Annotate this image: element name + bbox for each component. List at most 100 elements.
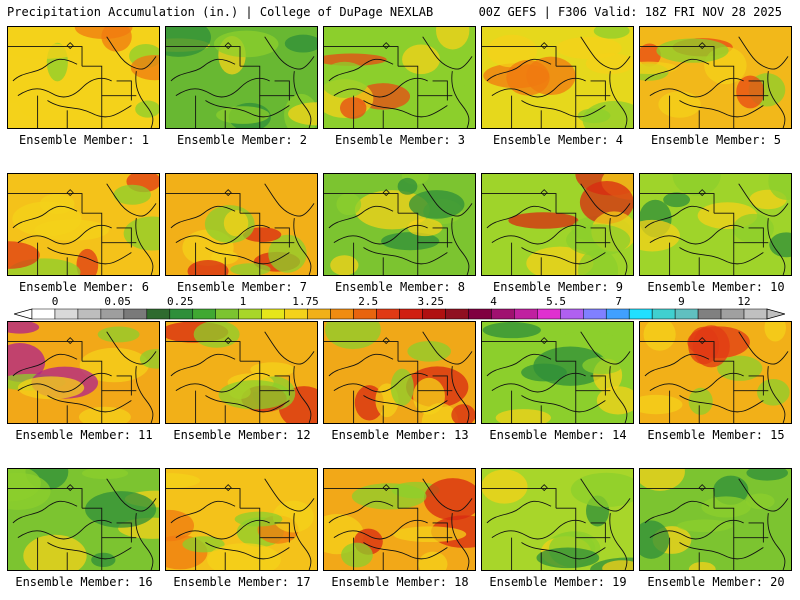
precip-blob — [482, 469, 528, 504]
map-boundary-line — [47, 100, 132, 118]
colorbar-swatch — [77, 308, 102, 320]
precip-blob — [223, 209, 249, 237]
station-marker-icon — [224, 337, 232, 345]
precip-blob — [658, 91, 701, 118]
ensemble-member-map-7 — [165, 173, 318, 276]
precip-blob — [8, 469, 41, 502]
map-boundary-line — [432, 375, 448, 396]
precip-blob — [578, 249, 619, 275]
map-boundary-line — [491, 372, 586, 393]
station-marker-icon — [66, 189, 74, 197]
map-boundary-line — [293, 71, 312, 128]
colorbar-swatch — [284, 308, 308, 320]
map-boundary-line — [82, 212, 137, 244]
map-boundary-line — [714, 212, 769, 244]
precip-blob — [656, 38, 729, 63]
map-boundary-line — [644, 353, 710, 377]
map-boundary-line — [521, 395, 606, 413]
ensemble-member-label: Ensemble Member: 16 — [15, 575, 153, 589]
colorbar-swatch — [743, 308, 768, 320]
precip-field — [8, 322, 159, 423]
map-boundary-line — [47, 395, 132, 413]
map-boundary-line — [116, 375, 132, 396]
map-boundary-line — [422, 36, 473, 70]
map-boundary-line — [240, 360, 295, 392]
ensemble-member-map-20 — [639, 468, 792, 571]
precip-blob — [677, 519, 733, 533]
precip-blob — [745, 493, 775, 510]
precip-blob — [562, 391, 607, 423]
precip-blob — [218, 380, 291, 410]
map-boundary-line — [293, 366, 312, 423]
map-boundary-line — [714, 65, 769, 97]
precip-blob — [324, 322, 381, 350]
precip-blob — [418, 551, 448, 570]
precip-field — [8, 174, 159, 275]
precip-blob — [640, 469, 685, 491]
station-marker-icon — [540, 42, 548, 50]
map-boundary-line — [170, 58, 236, 82]
colorbar-swatch — [31, 308, 56, 320]
precip-blob — [692, 325, 730, 368]
map-boundary-line — [175, 372, 270, 393]
ensemble-member-label: Ensemble Member: 5 — [650, 133, 782, 147]
colorbar-swatch — [674, 308, 699, 320]
map-boundary-line — [432, 522, 448, 543]
precip-field — [166, 473, 315, 570]
colorbar-tick-label: 3.25 — [417, 295, 445, 308]
map-boundary-line — [649, 519, 744, 540]
ensemble-member-label: Ensemble Member: 2 — [176, 133, 308, 147]
map-boundary-line — [590, 522, 606, 543]
ensemble-member-map-16 — [7, 468, 160, 571]
map-boundary-line — [274, 375, 290, 396]
precip-blob — [672, 174, 721, 196]
colorbar-swatch — [100, 308, 125, 320]
colorbar-swatch — [376, 308, 400, 320]
colorbar-swatch — [123, 308, 148, 320]
colorbar-tick-label: 1.75 — [292, 295, 319, 308]
colorbar-swatch — [583, 308, 607, 320]
map-boundary-line — [767, 513, 786, 570]
map-boundary-line — [333, 519, 428, 540]
map-boundary-line — [8, 341, 83, 362]
map-boundary-line — [609, 71, 628, 128]
map-boundary-line — [422, 331, 473, 365]
precip-blob — [402, 44, 440, 75]
colorbar-swatch — [720, 308, 745, 320]
map-boundary-line — [12, 205, 78, 229]
map-boundary-line — [644, 205, 710, 229]
precip-blob — [123, 216, 159, 251]
precip-blob — [640, 219, 680, 252]
map-boundary-line — [580, 36, 631, 70]
map-boundary-line — [640, 341, 715, 362]
colorbar-swatch — [491, 308, 515, 320]
map-boundary-line — [482, 488, 557, 509]
colorbar-tick-label: 1 — [239, 295, 247, 308]
map-boundary-line — [135, 218, 154, 275]
precip-blob — [570, 472, 633, 508]
ensemble-member-label: Ensemble Member: 15 — [647, 428, 785, 442]
map-boundary-line — [491, 77, 586, 98]
map-boundary-line — [398, 360, 453, 392]
ensemble-member-label: Ensemble Member: 11 — [15, 428, 153, 442]
map-boundary-line — [240, 212, 295, 244]
precip-blob — [390, 368, 414, 406]
map-boundary-line — [738, 478, 789, 512]
map-boundary-line — [432, 227, 448, 248]
map-boundary-line — [556, 212, 611, 244]
ensemble-member-map-19 — [481, 468, 634, 571]
map-boundary-line — [328, 500, 394, 524]
map-boundary-line — [748, 227, 764, 248]
precip-field — [324, 174, 473, 275]
colorbar-swatch — [628, 308, 653, 320]
map-boundary-line — [274, 227, 290, 248]
precip-blob — [451, 404, 475, 423]
ensemble-member-map-4 — [481, 26, 634, 129]
map-boundary-line — [116, 522, 132, 543]
map-boundary-line — [8, 488, 83, 509]
map-boundary-line — [12, 500, 78, 524]
precip-field — [482, 322, 633, 423]
ensemble-member-label: Ensemble Member: 1 — [18, 133, 150, 147]
precip-blob — [566, 224, 631, 256]
precip-blob — [663, 192, 691, 208]
